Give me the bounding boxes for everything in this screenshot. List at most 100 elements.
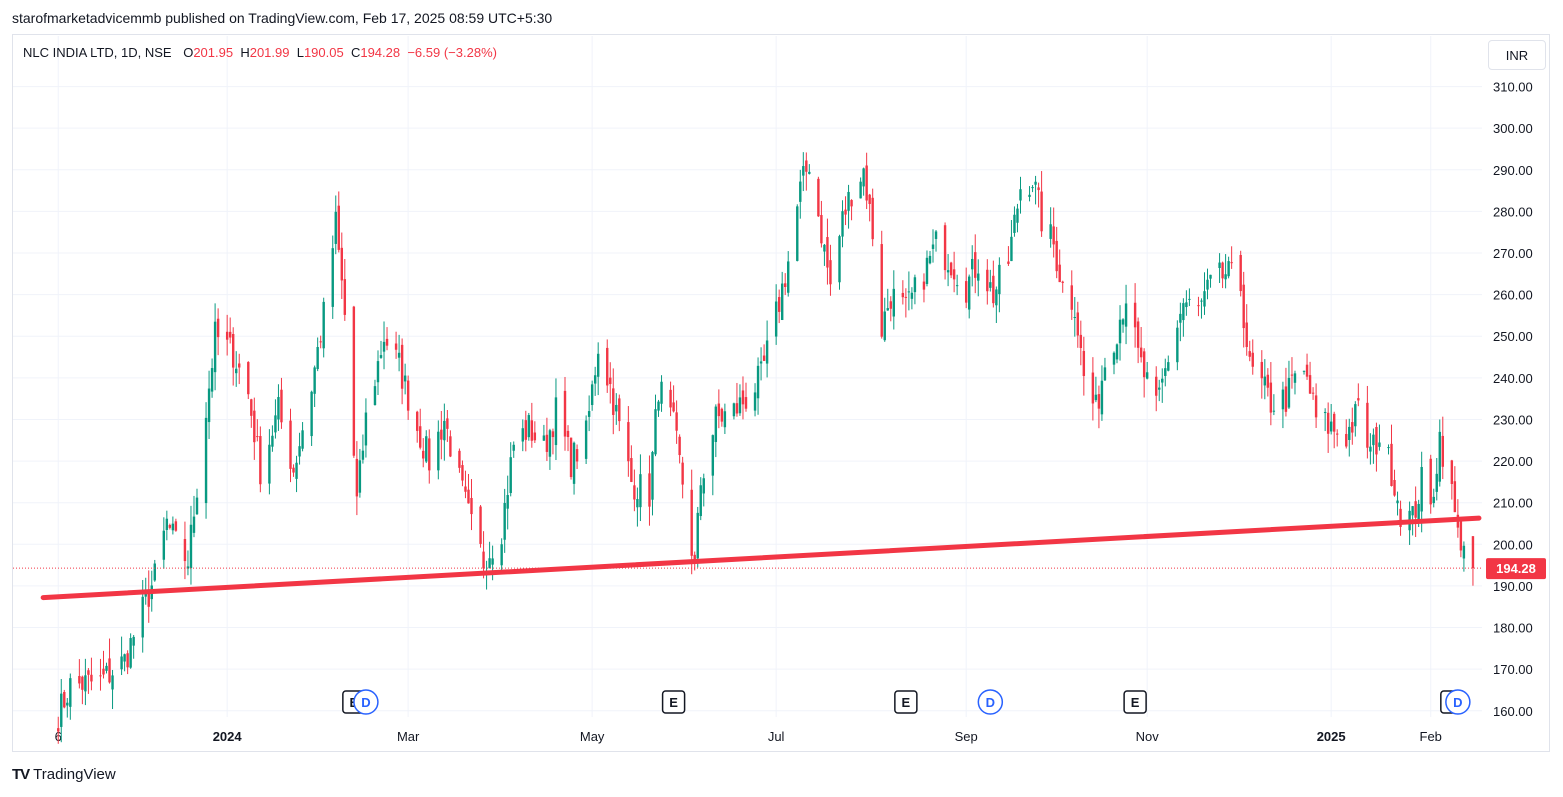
candle-body bbox=[1242, 284, 1245, 329]
high-value: 201.99 bbox=[249, 45, 290, 60]
candle-body bbox=[1155, 376, 1158, 396]
candle-body bbox=[99, 675, 102, 677]
candle-body bbox=[1070, 285, 1073, 310]
candle-body bbox=[57, 728, 60, 732]
candle-body bbox=[1112, 352, 1116, 365]
candle-body bbox=[373, 386, 377, 406]
candle-body bbox=[1094, 394, 1098, 401]
candle-body bbox=[964, 281, 968, 303]
candle-body bbox=[415, 411, 419, 431]
candle-body bbox=[952, 269, 956, 280]
candle-body bbox=[1393, 480, 1396, 496]
candle-body bbox=[69, 678, 72, 707]
price-tick-label: 160.00 bbox=[1493, 704, 1533, 719]
candle-body bbox=[612, 388, 615, 415]
candle-body bbox=[989, 282, 992, 288]
candle-body bbox=[720, 408, 724, 422]
candle-body bbox=[1438, 431, 1441, 482]
candle-body bbox=[1284, 386, 1288, 412]
candle-body bbox=[1218, 262, 1221, 269]
candle-body bbox=[606, 347, 609, 386]
candle-body bbox=[702, 478, 705, 494]
candle-body bbox=[340, 247, 343, 281]
candle-body bbox=[1136, 321, 1140, 348]
candle-body bbox=[153, 563, 156, 581]
candle-body bbox=[506, 494, 509, 509]
candle-body bbox=[823, 244, 826, 252]
candle-body bbox=[1269, 382, 1273, 413]
currency-button[interactable]: INR bbox=[1488, 40, 1546, 70]
candle-body bbox=[503, 502, 506, 540]
close-value: 194.28 bbox=[360, 45, 401, 60]
candle-body bbox=[1387, 447, 1390, 449]
candle-body bbox=[1332, 413, 1336, 432]
candle-body bbox=[216, 318, 220, 338]
dividend-marker-label: D bbox=[361, 695, 370, 710]
candle-body bbox=[572, 442, 576, 484]
candle-body bbox=[527, 415, 531, 438]
candle-body bbox=[826, 237, 829, 268]
candle-body bbox=[1158, 387, 1161, 390]
candle-body bbox=[744, 397, 748, 409]
candle-body bbox=[657, 401, 660, 411]
price-tick-label: 170.00 bbox=[1493, 662, 1533, 677]
candle-body bbox=[925, 257, 929, 284]
tradingview-footer[interactable]: TV TradingView bbox=[12, 766, 116, 783]
candle-body bbox=[1082, 350, 1086, 376]
candle-body bbox=[319, 341, 322, 343]
candle-body bbox=[805, 160, 808, 172]
candle-body bbox=[865, 165, 868, 201]
candle-body bbox=[331, 248, 334, 307]
candle-body bbox=[829, 260, 832, 285]
candle-body bbox=[1435, 473, 1438, 492]
candle-body bbox=[1281, 389, 1285, 410]
candle-body bbox=[753, 392, 757, 411]
candle-body bbox=[174, 521, 178, 531]
candle-body bbox=[1459, 520, 1463, 551]
candle-body bbox=[102, 668, 105, 675]
candle-body bbox=[530, 420, 534, 441]
candle-body bbox=[322, 301, 325, 349]
candle-body bbox=[84, 675, 87, 692]
candle-body bbox=[467, 489, 470, 504]
price-tick-label: 210.00 bbox=[1493, 496, 1533, 511]
candle-body bbox=[385, 338, 389, 346]
candle-body bbox=[590, 384, 594, 406]
candle-body bbox=[859, 181, 862, 199]
candle-body bbox=[995, 289, 998, 306]
candle-body bbox=[500, 544, 503, 566]
candle-body bbox=[1323, 412, 1327, 414]
event-markers: EDEEDEED bbox=[342, 689, 1471, 715]
candle-body bbox=[210, 368, 214, 392]
candle-body bbox=[253, 410, 256, 443]
candle-body bbox=[1206, 279, 1209, 290]
candle-body bbox=[907, 291, 911, 293]
candle-body bbox=[654, 409, 657, 455]
candle-body bbox=[310, 391, 313, 437]
dividend-marker: D bbox=[1445, 689, 1471, 715]
candle-body bbox=[1329, 421, 1333, 432]
candle-body bbox=[901, 292, 905, 298]
price-tick-label: 300.00 bbox=[1493, 121, 1533, 136]
dividend-marker-label: D bbox=[986, 695, 995, 710]
candle-body bbox=[400, 344, 404, 389]
candle-body bbox=[449, 436, 452, 457]
symbol-label[interactable]: NLC INDIA LTD, 1D, NSE bbox=[23, 45, 172, 60]
candle-body bbox=[934, 231, 938, 239]
candle-body bbox=[928, 255, 932, 264]
candle-body bbox=[868, 194, 871, 204]
candle-body bbox=[913, 277, 917, 293]
candle-body bbox=[796, 206, 799, 261]
candle-body bbox=[1305, 364, 1309, 377]
candle-body bbox=[774, 301, 778, 337]
candle-body bbox=[81, 676, 84, 690]
candle-body bbox=[756, 365, 760, 399]
price-tick-label: 250.00 bbox=[1493, 329, 1533, 344]
candle-body bbox=[141, 596, 144, 638]
chart-frame[interactable] bbox=[12, 34, 1550, 752]
candle-body bbox=[1076, 312, 1080, 336]
candle-body bbox=[1182, 303, 1185, 321]
candle-body bbox=[1124, 303, 1128, 327]
high-label: H bbox=[240, 45, 250, 60]
